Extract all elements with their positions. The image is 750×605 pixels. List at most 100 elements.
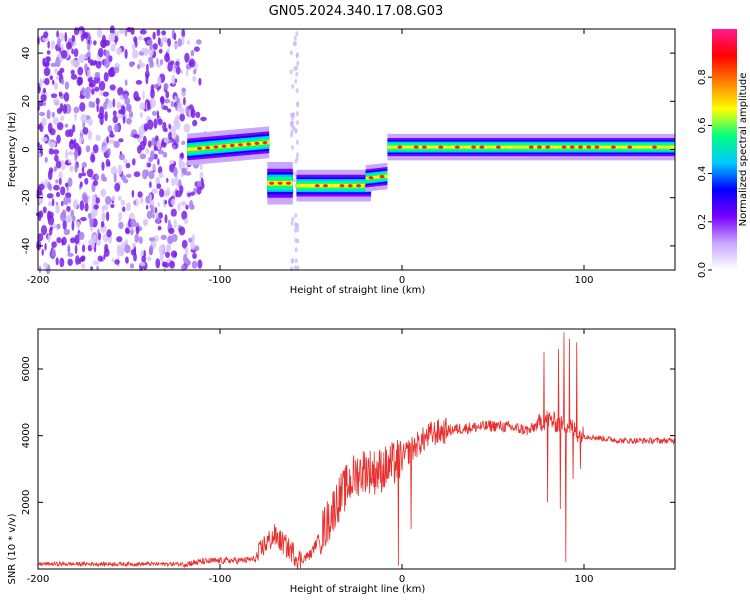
spectrogram-noise-dot: [159, 188, 165, 198]
spectrogram-noise-dot: [97, 47, 104, 58]
spectrogram-noise-dot: [81, 87, 86, 97]
spectrogram-noise-dot: [166, 177, 169, 183]
spectrogram-noise-dot: [47, 122, 53, 133]
spectrogram-noise-dot: [116, 47, 123, 56]
spectrogram-noise-dot: [120, 199, 125, 206]
spectrogram-noise-dot: [55, 257, 59, 266]
spectrogram-noise-dot: [101, 212, 106, 221]
spectrogram-noise-dot: [192, 252, 197, 259]
spectrogram-x-tick-label: -200: [27, 275, 50, 286]
spectrogram-noise-dot: [148, 47, 154, 57]
spectrogram-noise-dot: [150, 207, 154, 214]
spectrogram-noise-dot: [100, 188, 107, 198]
spectrogram-noise-dot: [53, 166, 57, 172]
spectrogram-noise-dot: [181, 167, 187, 173]
spectrogram-noise-dot: [64, 149, 69, 160]
spectrogram-peak: [213, 145, 219, 149]
spectrogram-noise-dot: [38, 183, 45, 191]
spectrogram-noise-dot: [167, 47, 170, 54]
spectrogram-noise-dot: [122, 115, 126, 124]
spectrogram-noise-dot: [163, 82, 169, 90]
spectrogram-noise-dot: [81, 162, 88, 168]
spectrogram-noise-dot: [180, 152, 184, 158]
spectrogram-noise-dot: [42, 101, 47, 107]
spectrogram-noise-dot: [296, 101, 300, 107]
spectrogram-noise-dot: [93, 40, 97, 46]
spectrogram-noise-dot: [166, 245, 171, 253]
spectrogram-noise-dot: [181, 239, 188, 249]
spectrogram-noise-dot: [296, 227, 300, 233]
spectrogram-noise-dot: [124, 48, 128, 59]
spectrogram-noise-dot: [55, 191, 61, 198]
spectrogram-noise-dot: [56, 223, 61, 229]
spectrogram-noise-dot: [294, 78, 298, 84]
colorbar: 0.0 0.2 0.4 0.6 0.8 Normalized spectral ampl…: [697, 29, 749, 278]
spectrogram-noise-dot: [53, 97, 60, 106]
spectrogram-noise-dot: [181, 36, 185, 46]
spectrogram-y-axis-label: Frequency (Hz): [7, 112, 18, 188]
spectrogram-noise-dot: [183, 97, 186, 106]
spectrogram-noise-dot: [293, 40, 297, 46]
spectrogram-noise-dot: [77, 66, 84, 76]
spectrogram-noise-dot: [188, 61, 194, 66]
spectrogram-noise-dot: [80, 217, 87, 222]
spectrogram-noise-dot: [184, 171, 192, 176]
spectrogram-noise-dot: [113, 123, 120, 133]
spectrogram-noise-dot: [294, 159, 298, 164]
spectrogram-noise-dot: [109, 25, 115, 35]
spectrogram-noise-dot: [146, 162, 152, 168]
spectrogram-noise-dot: [165, 90, 170, 99]
spectrogram-noise-dot: [86, 168, 94, 178]
spectrogram-noise-dot: [85, 145, 91, 153]
spectrogram-noise-dot: [170, 100, 174, 108]
spectrogram-noise-dot: [84, 177, 89, 185]
spectrogram-noise-dot: [91, 88, 95, 95]
spectrogram-noise-dot: [185, 69, 189, 77]
spectrogram-noise-dot: [172, 190, 176, 197]
spectrogram-noise-dot: [124, 79, 128, 86]
spectrogram-peak: [413, 145, 419, 149]
spectrogram-noise-dot: [133, 200, 137, 206]
spectrogram-noise-dot: [113, 172, 117, 183]
spectrogram-noise-dot: [195, 111, 201, 119]
spectrogram-noise-dot: [164, 200, 167, 205]
spectrogram-noise-dot: [114, 182, 121, 192]
spectrogram-noise-dot: [168, 123, 172, 130]
spectrogram-noise-dot: [295, 53, 299, 59]
spectrogram-noise-dot: [170, 208, 177, 217]
spectrogram-noise-dot: [104, 57, 110, 69]
spectrogram-noise-dot: [79, 181, 83, 188]
spectrogram-peak: [627, 145, 633, 149]
spectrogram-noise-dot: [133, 252, 137, 262]
spectrogram-noise-dot: [46, 109, 51, 120]
spectrogram-noise-dot: [91, 210, 94, 220]
spectrogram-noise-dot: [118, 29, 125, 34]
spectrogram-noise-dot: [44, 243, 47, 251]
spectrogram-noise-dot: [134, 233, 139, 243]
spectrogram-noise-dot: [37, 233, 44, 242]
spectrogram-noise-dot: [47, 234, 51, 243]
spectrogram-noise-dot: [43, 262, 48, 270]
spectrogram-noise-dot: [119, 153, 125, 161]
snr-x-tick-label: 100: [574, 574, 593, 585]
spectrogram-noise-dot: [125, 162, 131, 169]
spectrogram-noise-dot: [118, 212, 123, 220]
spectrogram-noise-dot: [66, 41, 72, 50]
spectrogram-noise-dot: [58, 91, 63, 97]
spectrogram-noise-dot: [173, 32, 177, 41]
spectrogram-noise-dot: [79, 200, 85, 211]
spectrogram-noise-dot: [290, 266, 293, 272]
spectrogram-noise-dot: [39, 111, 46, 117]
spectrogram-noise-dot: [180, 264, 186, 272]
spectrogram-y-tick-label: -40: [21, 238, 32, 254]
spectrogram-noise-dot: [200, 116, 207, 122]
spectrogram-noise-dot: [106, 136, 109, 144]
spectrogram-noise-dot: [139, 153, 147, 160]
spectrogram-noise-dot: [96, 265, 99, 271]
spectrogram-noise-dot: [37, 101, 44, 107]
spectrogram-noise-dot: [181, 28, 186, 38]
spectrogram-noise-dot: [191, 234, 195, 243]
spectrogram-noise-dot: [149, 98, 156, 108]
spectrogram-noise-dot: [65, 129, 71, 138]
spectrogram-peak: [379, 175, 385, 179]
